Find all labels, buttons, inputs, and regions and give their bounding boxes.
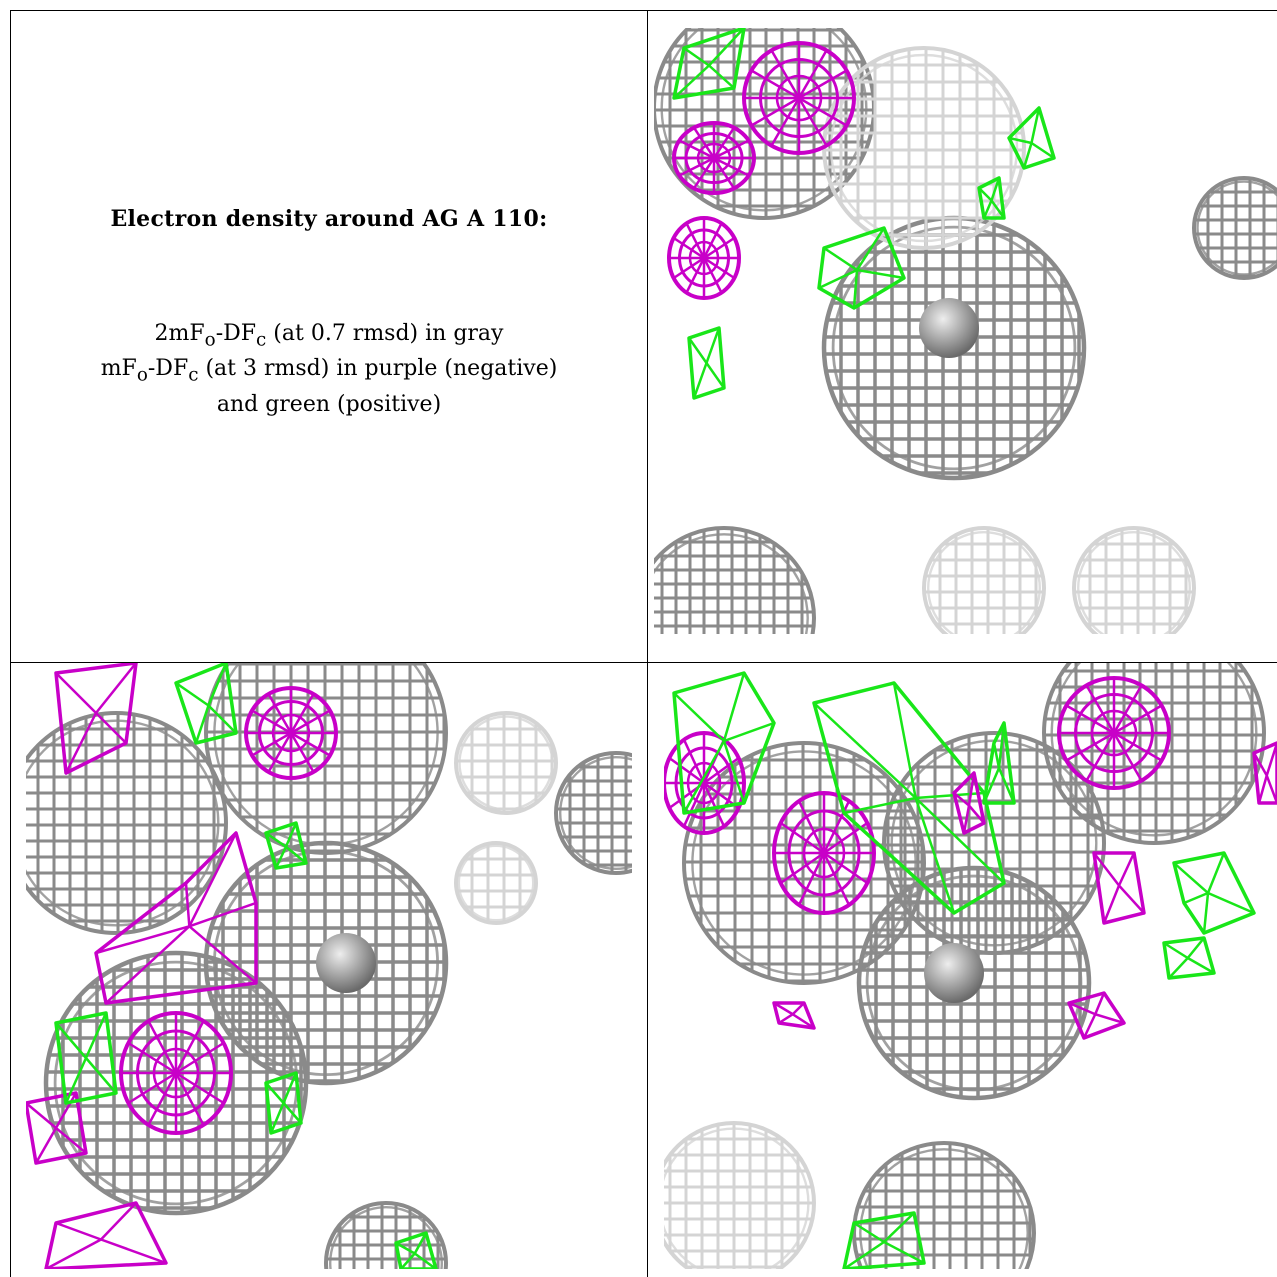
density-view-1 bbox=[654, 28, 1277, 634]
negative-cage bbox=[1092, 851, 1146, 925]
positive-cage bbox=[817, 226, 906, 310]
positive-cage bbox=[672, 671, 776, 815]
atom-sphere bbox=[924, 943, 984, 1003]
gray-mesh bbox=[324, 1201, 448, 1269]
positive-cage bbox=[54, 1011, 118, 1105]
light-mesh bbox=[454, 711, 558, 815]
gray-mesh bbox=[1042, 663, 1266, 845]
gray-mesh bbox=[554, 751, 632, 875]
atom-sphere bbox=[316, 933, 376, 993]
gray-mesh bbox=[852, 1141, 1036, 1269]
horizontal-divider bbox=[10, 662, 1277, 663]
negative-cage bbox=[672, 121, 756, 195]
positive-cage bbox=[1007, 106, 1056, 170]
negative-cage bbox=[952, 771, 986, 835]
gray-mesh bbox=[1192, 176, 1277, 280]
positive-cage bbox=[1172, 851, 1256, 935]
light-mesh bbox=[664, 1121, 816, 1269]
negative-cage bbox=[664, 731, 746, 835]
negative-cage bbox=[742, 41, 856, 155]
gray-mesh bbox=[26, 711, 228, 935]
positive-cage bbox=[977, 176, 1006, 220]
negative-cage bbox=[54, 663, 138, 775]
light-mesh bbox=[922, 526, 1046, 634]
positive-cage bbox=[394, 1231, 438, 1269]
positive-cage bbox=[982, 721, 1016, 805]
positive-cage bbox=[672, 28, 746, 100]
light-mesh bbox=[1072, 526, 1196, 634]
negative-cage bbox=[772, 791, 876, 915]
density-render-3 bbox=[664, 663, 1277, 1269]
negative-cage bbox=[119, 1011, 233, 1135]
figure-frame: Electron density around AG A 110: 2mFo-D… bbox=[10, 10, 1277, 1277]
gray-mesh bbox=[654, 526, 816, 634]
negative-cage bbox=[1252, 741, 1277, 805]
positive-cage bbox=[264, 1071, 303, 1135]
negative-cage bbox=[44, 1201, 168, 1269]
caption-line-colors: and green (positive) bbox=[216, 391, 442, 417]
density-render-2 bbox=[26, 663, 632, 1269]
vertical-divider bbox=[647, 10, 648, 1277]
left-border bbox=[10, 10, 11, 1277]
positive-cage bbox=[264, 821, 308, 870]
negative-cage bbox=[667, 216, 741, 300]
caption-line-difference: mFo-DFc (at 3 rmsd) in purple (negative) bbox=[100, 356, 558, 386]
caption-cell: Electron density around AG A 110: 2mFo-D… bbox=[11, 11, 647, 662]
caption-line-gray: 2mFo-DFc (at 0.7 rmsd) in gray bbox=[154, 321, 504, 351]
positive-cage bbox=[174, 663, 238, 745]
negative-cage bbox=[94, 831, 258, 1005]
negative-cage bbox=[244, 686, 338, 780]
positive-cage bbox=[812, 681, 1006, 915]
density-render-1 bbox=[654, 28, 1277, 634]
density-view-3 bbox=[664, 663, 1277, 1269]
top-border bbox=[10, 10, 1277, 11]
positive-cage bbox=[842, 1211, 926, 1269]
negative-cage bbox=[26, 1091, 88, 1165]
negative-cage bbox=[772, 1001, 816, 1030]
positive-cage bbox=[1162, 936, 1216, 980]
negative-cage bbox=[1057, 676, 1171, 790]
positive-cage bbox=[687, 326, 726, 400]
density-view-2 bbox=[26, 663, 632, 1269]
caption-title: Electron density around AG A 110: bbox=[110, 206, 548, 232]
negative-cage bbox=[1067, 991, 1126, 1040]
atom-sphere bbox=[919, 298, 979, 358]
caption-lines: 2mFo-DFc (at 0.7 rmsd) in gray mFo-DFc (… bbox=[11, 319, 647, 419]
light-mesh bbox=[454, 841, 538, 925]
